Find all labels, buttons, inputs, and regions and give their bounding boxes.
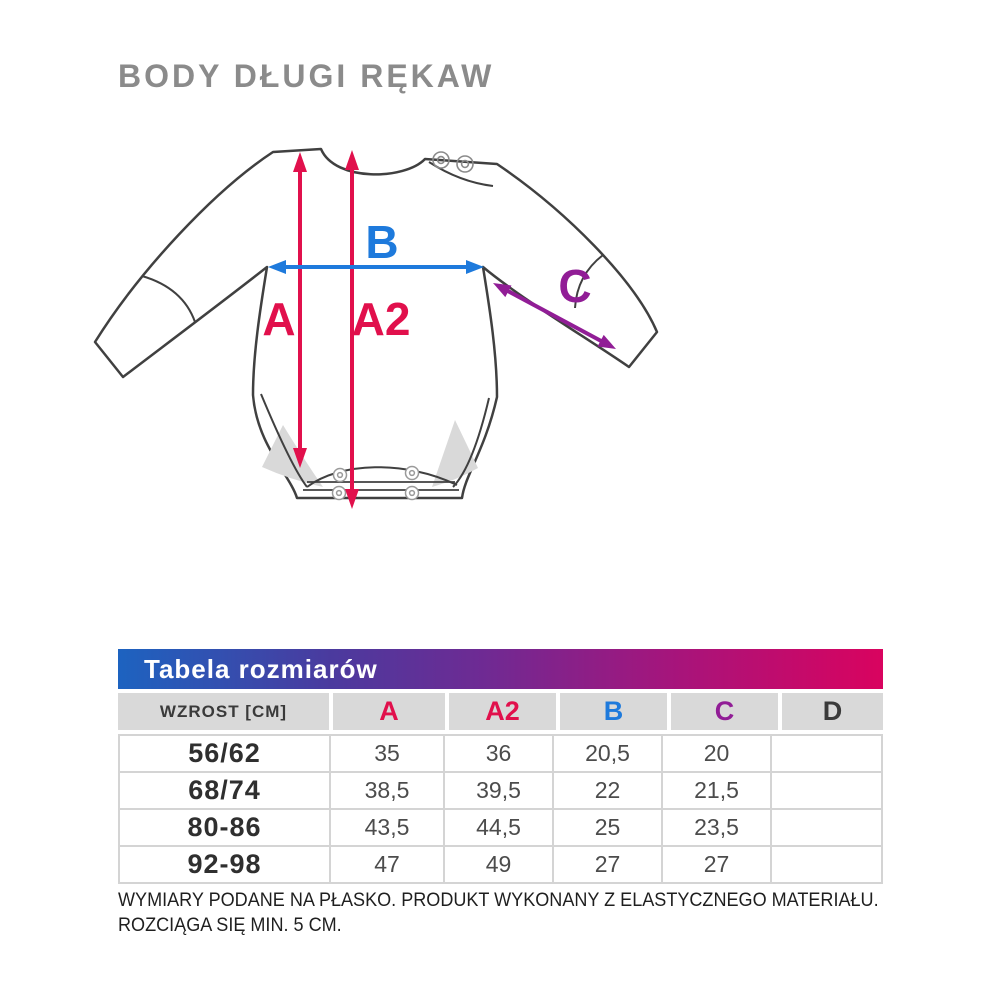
measure-b-arrow [268,260,484,274]
table-row: 80-86 43,5 44,5 25 23,5 [120,810,881,847]
row-size: 80-86 [120,810,331,845]
footnote-line-2: ROZCIĄGA SIĘ MIN. 5 CM. [118,915,342,936]
size-table-body: 56/62 35 36 20,5 20 68/74 38,5 39,5 22 2… [118,734,883,884]
column-header-a: A [333,693,445,730]
measure-a-label: A [262,293,295,345]
column-header-d: D [782,693,883,730]
column-header-c: C [671,693,778,730]
row-value-a: 43,5 [331,810,445,845]
bodysuit-outline [93,147,659,500]
row-value-a: 47 [331,847,445,882]
row-size: 56/62 [120,736,331,771]
row-value-c: 20 [663,736,772,771]
row-value-d [772,847,881,882]
page-title: BODY DŁUGI RĘKAW [118,58,495,94]
row-size: 68/74 [120,773,331,808]
bodysuit-measurement-diagram: A A2 B C [85,130,675,525]
right-mitten-fold-seam [574,254,604,309]
table-row: 92-98 47 49 27 27 [120,847,881,882]
row-value-c: 21,5 [663,773,772,808]
row-value-b: 25 [554,810,663,845]
footnote: WYMIARY PODANE NA PŁASKO. PRODUKT WYKONA… [118,888,879,938]
left-leg-band-seam [260,393,308,488]
row-value-a: 35 [331,736,445,771]
right-leg-band-seam [452,397,490,488]
row-value-a2: 49 [445,847,554,882]
column-header-a2: A2 [449,693,556,730]
table-row: 56/62 35 36 20,5 20 [120,736,881,773]
row-value-d [772,810,881,845]
size-table: Tabela rozmiarów WZROST [CM] A A2 B C D … [118,649,883,884]
measure-a2-arrow [345,150,359,509]
column-header-wzrost: WZROST [CM] [118,693,329,730]
left-mitten-fold-seam [141,275,196,323]
row-value-c: 27 [663,847,772,882]
shoulder-snap-buttons [432,151,474,173]
row-value-a2: 39,5 [445,773,554,808]
crotch-snap-buttons [331,465,420,501]
size-table-title: Tabela rozmiarów [144,654,378,684]
measure-c-label: C [558,260,591,312]
row-value-c: 23,5 [663,810,772,845]
row-value-b: 22 [554,773,663,808]
row-value-b: 27 [554,847,663,882]
row-size: 92-98 [120,847,331,882]
row-value-b: 20,5 [554,736,663,771]
crotch-flap-edge [306,466,458,488]
measure-a-arrow [293,152,307,468]
size-table-header-row: WZROST [CM] A A2 B C D [118,693,883,730]
left-leg-shading [262,425,323,487]
measure-a2-label: A2 [352,293,411,345]
column-header-b: B [560,693,667,730]
row-value-a: 38,5 [331,773,445,808]
row-value-d [772,773,881,808]
measure-c-arrow [493,283,616,349]
footnote-line-1: WYMIARY PODANE NA PŁASKO. PRODUKT WYKONA… [118,890,879,911]
row-value-a2: 44,5 [445,810,554,845]
row-value-a2: 36 [445,736,554,771]
right-leg-shading [432,420,478,487]
bodysuit-diagram-svg: A A2 B C [93,147,659,509]
row-value-d [772,736,881,771]
size-table-title-bar: Tabela rozmiarów [118,649,883,689]
table-row: 68/74 38,5 39,5 22 21,5 [120,773,881,810]
measure-b-label: B [365,216,398,268]
